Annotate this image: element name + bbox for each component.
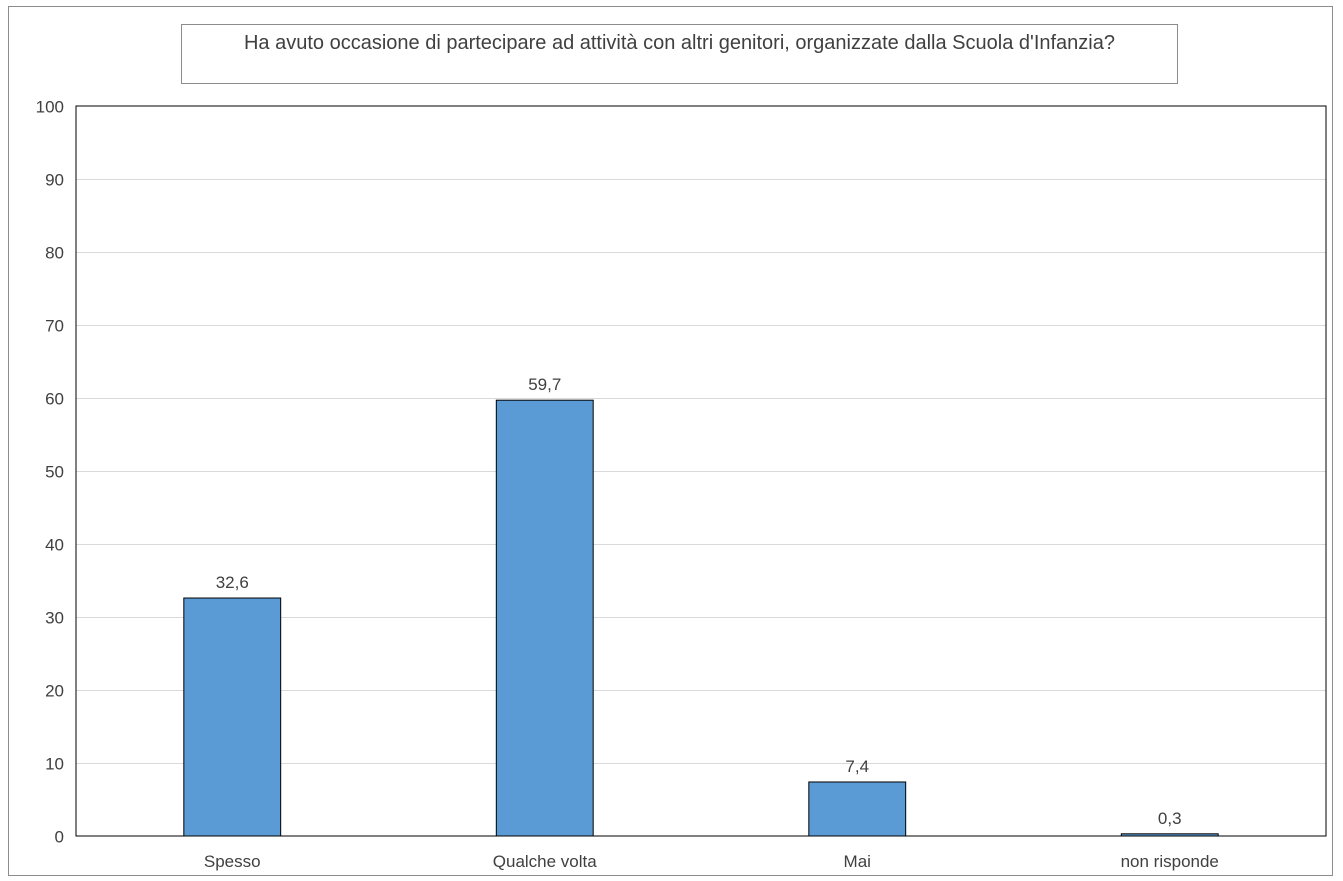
bar-spesso (184, 598, 281, 836)
x-tick-label: Spesso (204, 852, 261, 871)
y-tick-label: 70 (45, 317, 64, 336)
y-tick-label: 90 (45, 171, 64, 190)
y-tick-label: 100 (36, 98, 64, 117)
data-label: 59,7 (528, 375, 561, 394)
y-tick-label: 10 (45, 755, 64, 774)
y-tick-label: 80 (45, 244, 64, 263)
y-tick-label: 0 (55, 828, 64, 847)
y-tick-label: 50 (45, 463, 64, 482)
x-tick-label: Qualche volta (493, 852, 597, 871)
data-label: 32,6 (216, 573, 249, 592)
data-labels: 32,6 59,7 7,4 0,3 (216, 375, 1182, 828)
y-tick-label: 60 (45, 390, 64, 409)
y-tick-label: 20 (45, 682, 64, 701)
bars (184, 400, 1218, 836)
x-tick-labels: Spesso Qualche volta Mai non risponde (204, 852, 1219, 871)
y-tick-labels: 0 10 20 30 40 50 60 70 80 90 100 (36, 98, 64, 847)
y-tick-label: 30 (45, 609, 64, 628)
data-label: 0,3 (1158, 809, 1182, 828)
bar-non-risponde (1121, 834, 1218, 836)
bar-qualche-volta (496, 400, 593, 836)
bar-mai (809, 782, 906, 836)
x-tick-label: non risponde (1121, 852, 1219, 871)
y-tick-label: 40 (45, 536, 64, 555)
chart-title: Ha avuto occasione di partecipare ad att… (181, 24, 1178, 84)
x-tick-label: Mai (844, 852, 871, 871)
data-label: 7,4 (845, 757, 869, 776)
